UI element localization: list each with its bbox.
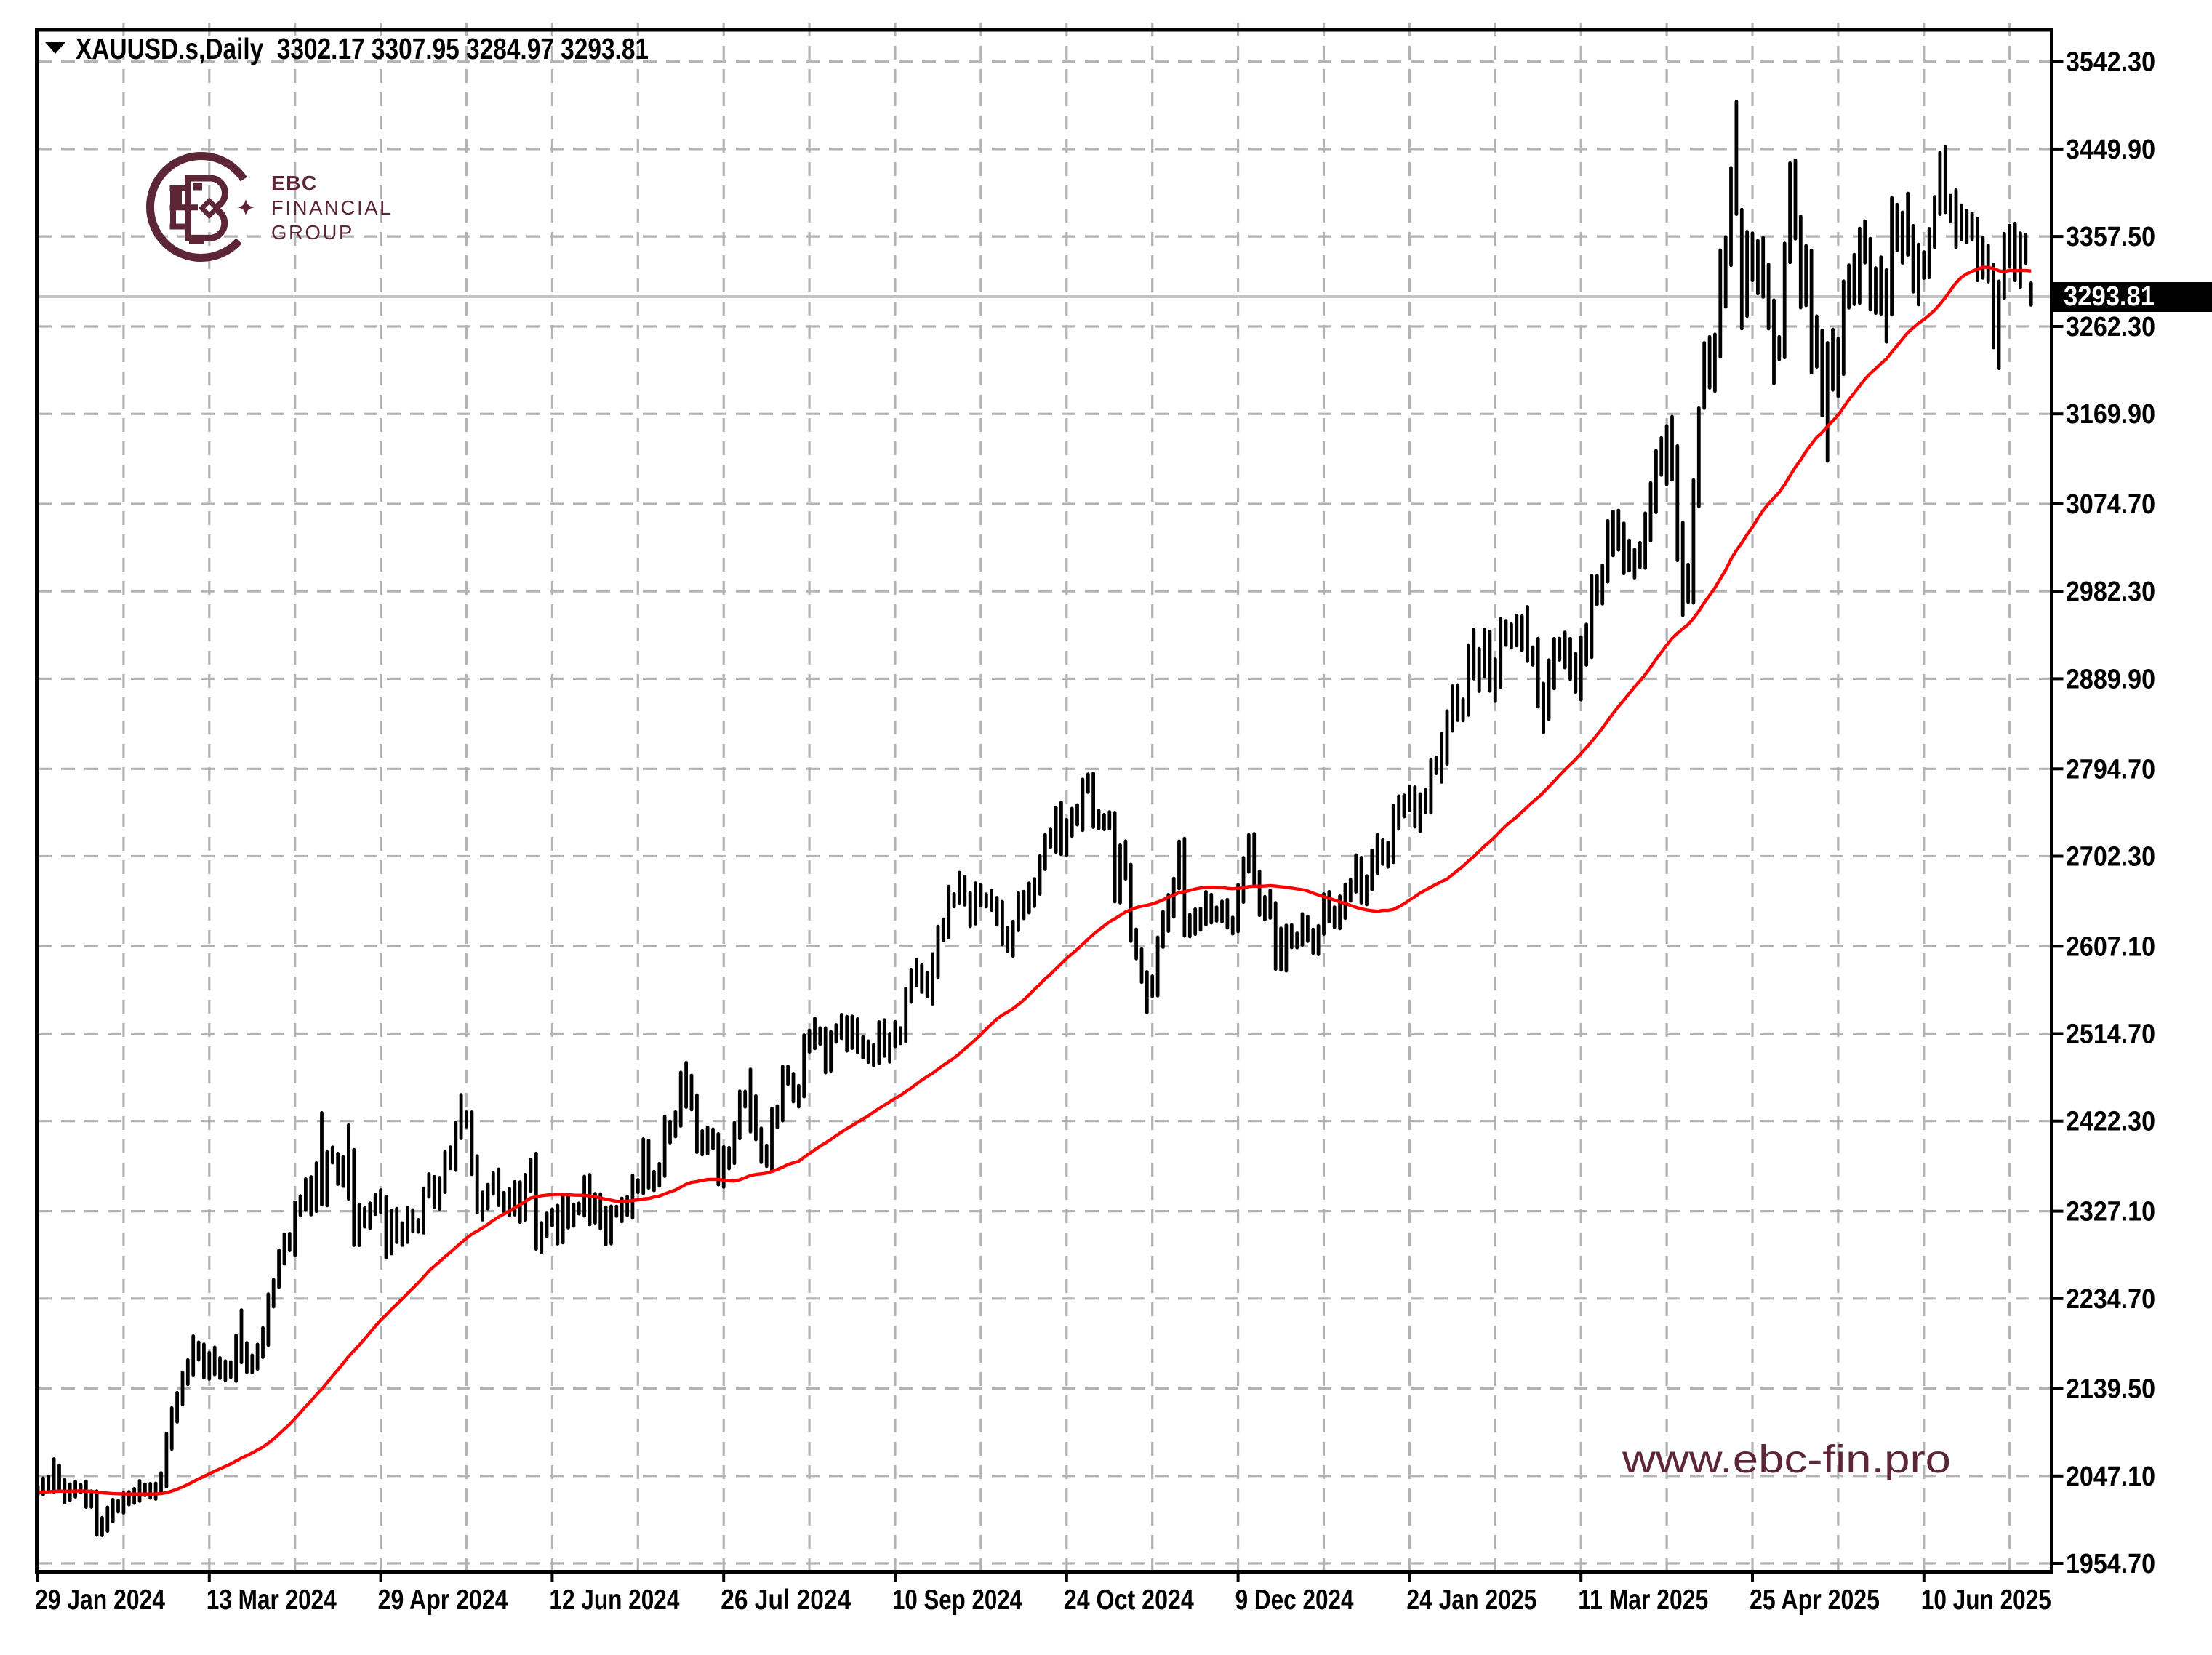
svg-text:10 Sep 2024: 10 Sep 2024 (892, 1584, 1022, 1616)
svg-text:2702.30: 2702.30 (2066, 842, 2155, 873)
svg-text:2327.10: 2327.10 (2066, 1197, 2155, 1227)
svg-text:11 Mar 2025: 11 Mar 2025 (1578, 1584, 1708, 1616)
svg-text:www.ebc-fin.pro: www.ebc-fin.pro (1622, 1438, 1951, 1481)
svg-text:3074.70: 3074.70 (2066, 489, 2155, 520)
svg-text:26 Jul 2024: 26 Jul 2024 (721, 1584, 851, 1616)
svg-text:2982.30: 2982.30 (2066, 577, 2155, 607)
svg-text:2889.90: 2889.90 (2066, 664, 2155, 694)
svg-text:3262.30: 3262.30 (2066, 312, 2155, 342)
svg-text:9 Dec 2024: 9 Dec 2024 (1235, 1584, 1354, 1616)
svg-text:2234.70: 2234.70 (2066, 1284, 2155, 1315)
svg-text:GROUP: GROUP (271, 221, 354, 244)
svg-text:1954.70: 1954.70 (2066, 1549, 2155, 1579)
svg-text:3449.90: 3449.90 (2066, 135, 2155, 165)
svg-text:25 Apr 2025: 25 Apr 2025 (1750, 1584, 1880, 1616)
svg-text:2139.50: 2139.50 (2066, 1374, 2155, 1405)
svg-text:3169.90: 3169.90 (2066, 399, 2155, 430)
svg-text:10 Jun 2025: 10 Jun 2025 (1921, 1584, 2051, 1616)
svg-text:2514.70: 2514.70 (2066, 1019, 2155, 1050)
svg-text:29 Apr 2024: 29 Apr 2024 (378, 1584, 508, 1616)
svg-text:13 Mar 2024: 13 Mar 2024 (207, 1584, 337, 1616)
svg-text:EBC: EBC (271, 172, 318, 194)
svg-text:2422.30: 2422.30 (2066, 1107, 2155, 1137)
svg-text:3542.30: 3542.30 (2066, 47, 2155, 78)
svg-text:FINANCIAL: FINANCIAL (271, 196, 393, 219)
svg-text:2794.70: 2794.70 (2066, 754, 2155, 785)
svg-text:12 Jun 2024: 12 Jun 2024 (549, 1584, 679, 1616)
svg-text:2047.10: 2047.10 (2066, 1462, 2155, 1492)
svg-text:24 Jan 2025: 24 Jan 2025 (1406, 1584, 1536, 1616)
svg-text:XAUUSD.s,Daily 3302.17 3307.9: XAUUSD.s,Daily 3302.17 3307.95 3284.97 3… (76, 32, 649, 65)
svg-text:3293.81: 3293.81 (2064, 281, 2155, 312)
svg-text:2607.10: 2607.10 (2066, 931, 2155, 962)
svg-text:3357.50: 3357.50 (2066, 222, 2155, 252)
svg-text:24 Oct 2024: 24 Oct 2024 (1064, 1584, 1194, 1616)
svg-text:29 Jan 2024: 29 Jan 2024 (35, 1584, 165, 1616)
